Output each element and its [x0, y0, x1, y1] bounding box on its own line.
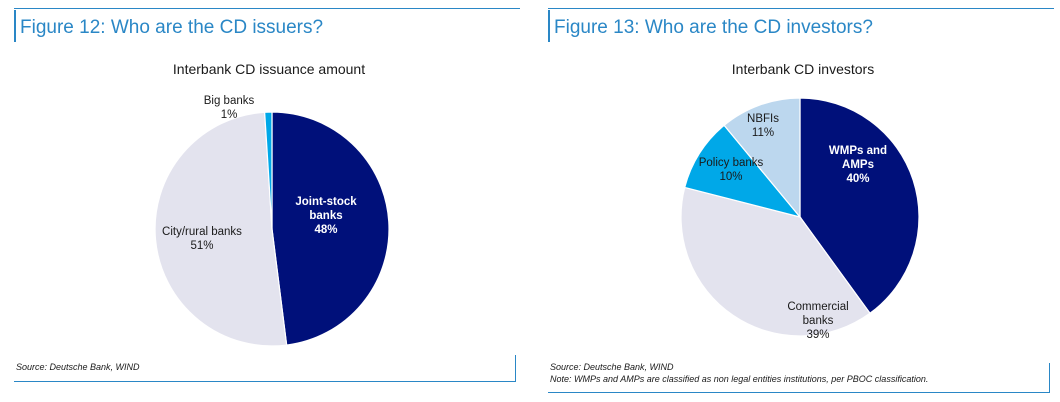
slice-label-city-rural-banks: City/rural banks 51% — [162, 226, 242, 252]
slice-percent: 39% — [806, 329, 829, 341]
pie-slice-commercial-banks — [680, 186, 871, 337]
slice-percent: 40% — [846, 173, 869, 185]
figure-13-title: Figure 13: Who are the CD investors? — [548, 10, 873, 42]
slice-label-commercial-banks: Commercial banks 39% — [787, 301, 848, 341]
slice-percent: 11% — [752, 127, 774, 139]
figure-13-note: Note: WMPs and AMPs are classified as no… — [550, 374, 929, 384]
slice-label-joint-stock-banks: Joint-stock banks 48% — [295, 196, 357, 236]
figure-13-top-rule — [548, 8, 1054, 9]
slice-label-policy-banks: Policy banks 10% — [699, 157, 764, 183]
slice-percent: 10% — [719, 171, 742, 183]
figure-13-source: Source: Deutsche Bank, WIND — [550, 362, 674, 372]
slice-label-big-banks: Big banks 1% — [204, 95, 255, 121]
slice-label-line: AMPs — [842, 159, 874, 171]
pie-slice-city-rural-banks — [154, 111, 288, 347]
slice-label-line: Joint-stock — [295, 196, 357, 208]
figure-12-bottom-rule — [14, 381, 516, 382]
slice-label-line: Commercial — [787, 301, 848, 313]
slice-percent: 48% — [314, 224, 337, 236]
pie-slice-joint-stock-banks — [271, 111, 390, 346]
pie-slice-big-banks — [264, 111, 273, 230]
slice-label-line: NBFIs — [747, 113, 779, 125]
slice-label-nbfis: NBFIs 11% — [747, 113, 779, 139]
figure-12-title: Figure 12: Who are the CD issuers? — [14, 10, 323, 42]
figure-13-bottom-rule — [548, 392, 1050, 393]
figure-13-panel: Figure 13: Who are the CD investors? Int… — [548, 8, 1054, 393]
slice-label-line: Policy banks — [699, 157, 764, 169]
chart-title: Interbank CD issuance amount — [173, 61, 365, 77]
pie-slice-wmps-and-amps — [799, 97, 920, 315]
figure-12-right-rule — [515, 355, 516, 382]
investors-pie-chart: Interbank CD investors WMPs and AMPs 40% Com… — [680, 61, 920, 341]
slice-label-line: City/rural banks — [162, 226, 242, 238]
figure-12-top-rule — [14, 8, 520, 9]
slice-percent: 1% — [221, 109, 238, 121]
figure-13-right-rule — [1049, 363, 1050, 393]
slice-label-wmps-and-amps: WMPs and AMPs 40% — [829, 145, 887, 185]
pie-slice-policy-banks — [684, 124, 802, 219]
slice-label-line: Big banks — [204, 95, 255, 107]
issuers-pie-chart: Interbank CD issuance amount Joint-stock b… — [154, 61, 390, 347]
figure-12-source: Source: Deutsche Bank, WIND — [16, 362, 140, 372]
slice-percent: 51% — [190, 240, 213, 252]
slice-label-line: WMPs and — [829, 145, 887, 157]
slice-label-line: banks — [803, 315, 834, 327]
chart-title: Interbank CD investors — [732, 61, 874, 77]
pie-slice-nbfis — [723, 97, 801, 219]
figure-12-panel: Figure 12: Who are the CD issuers? Inter… — [14, 8, 520, 383]
slice-label-line: banks — [309, 210, 342, 222]
